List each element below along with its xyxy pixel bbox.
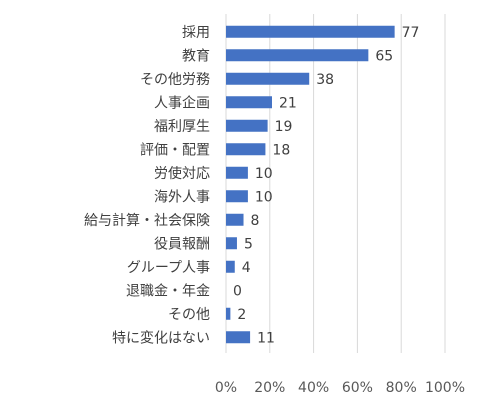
x-tick-label: 0%	[215, 380, 237, 396]
bar	[226, 307, 231, 320]
category-label: グループ人事	[127, 260, 210, 276]
data-label: 2	[237, 307, 246, 323]
bar	[226, 72, 310, 85]
bar	[226, 49, 369, 62]
category-label: 退職金・年金	[126, 283, 210, 299]
category-label: 給与計算・社会保険	[84, 213, 210, 229]
data-label: 8	[251, 213, 260, 229]
x-tick-label: 40%	[298, 380, 329, 396]
data-label: 11	[257, 330, 275, 346]
bar	[226, 166, 248, 179]
x-tick-label: 100%	[425, 380, 465, 396]
data-label: 10	[255, 166, 273, 182]
bar	[226, 190, 248, 203]
category-label: その他労務	[140, 72, 210, 88]
data-label: 5	[244, 236, 253, 252]
x-tick-label: 80%	[386, 380, 417, 396]
bar	[226, 237, 237, 250]
bar	[226, 213, 244, 226]
category-label: 海外人事	[154, 189, 210, 205]
category-label: 役員報酬	[154, 236, 210, 252]
bar	[226, 143, 266, 156]
bar	[226, 96, 272, 109]
data-label: 18	[272, 142, 290, 158]
category-label: その他	[168, 307, 210, 323]
x-tick-label: 20%	[254, 380, 285, 396]
bar	[226, 331, 251, 344]
category-label: 教育	[182, 48, 210, 64]
data-label: 38	[316, 72, 334, 88]
data-label: 65	[375, 48, 393, 64]
data-label: 10	[255, 189, 273, 205]
bar	[226, 260, 235, 273]
data-label: 4	[242, 260, 251, 276]
category-label: 評価・配置	[140, 142, 210, 158]
category-label: 人事企画	[154, 94, 210, 111]
data-label: 0	[233, 283, 242, 299]
data-label: 19	[275, 119, 293, 135]
bar	[226, 119, 268, 132]
x-tick-label: 60%	[342, 380, 373, 396]
category-label: 福利厚生	[154, 119, 210, 135]
category-label: 労使対応	[154, 165, 210, 182]
data-label: 77	[402, 25, 420, 41]
bar	[226, 25, 395, 38]
category-label: 特に変化はない	[112, 329, 210, 346]
data-label: 21	[279, 95, 297, 111]
category-label: 採用	[182, 25, 210, 41]
